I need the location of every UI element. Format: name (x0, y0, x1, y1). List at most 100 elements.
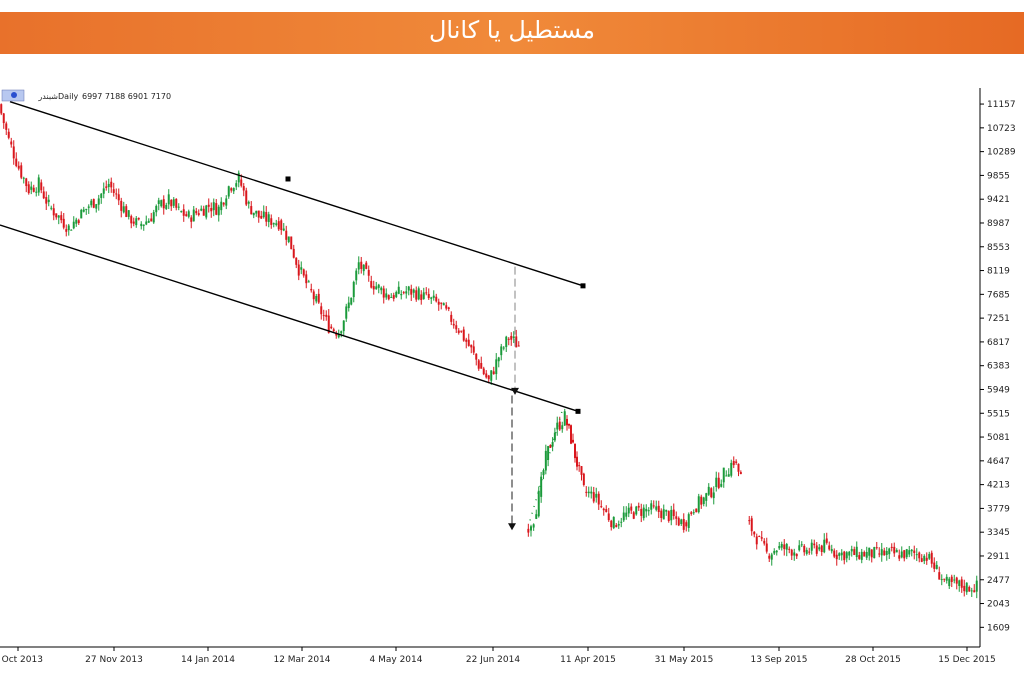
chart-marks (0, 103, 978, 599)
candle-body (225, 198, 228, 206)
candle-body (808, 551, 811, 553)
line-handle[interactable] (580, 283, 586, 289)
candle-body (65, 229, 68, 232)
candle-body (697, 496, 700, 513)
candle-body (467, 339, 470, 346)
line-handle[interactable] (285, 176, 291, 182)
candle-body (310, 288, 313, 291)
candle-body (305, 274, 308, 284)
candle-body (928, 554, 931, 559)
candle-body (270, 218, 273, 225)
candle-body (67, 225, 70, 231)
candle-body (910, 549, 913, 552)
candle-body (402, 292, 405, 294)
candle-body (482, 368, 485, 375)
candle-body (465, 339, 468, 342)
candle-body (437, 301, 440, 305)
candle-body (615, 525, 618, 528)
candle-body (220, 201, 223, 211)
candle-body (222, 202, 225, 205)
header-symbol: شبندر (37, 92, 58, 101)
candle-body (715, 477, 718, 487)
candle-body (152, 212, 155, 223)
candle-body (0, 104, 3, 114)
candle-body (457, 330, 460, 333)
candle-body (477, 360, 480, 369)
candle-body (495, 359, 498, 375)
candle-body (242, 186, 245, 191)
candle-body (25, 178, 28, 187)
candle-body (695, 508, 698, 513)
candle-body (112, 189, 115, 193)
candle-body (475, 353, 478, 360)
candle-body (768, 555, 771, 559)
candle-body (590, 491, 593, 494)
candle-body (217, 206, 220, 216)
candle-body (455, 325, 458, 330)
x-tick-label: 31 May 2015 (655, 655, 714, 665)
candle-body (200, 208, 203, 211)
candle-body (875, 547, 878, 549)
candle-body (267, 214, 270, 223)
candle-body (610, 520, 613, 528)
x-tick-label: 2 Oct 2013 (0, 655, 43, 665)
candle-body (813, 543, 816, 546)
y-tick-label: 3779 (987, 504, 1010, 514)
candle-body (127, 210, 130, 217)
banner-title: مستطیل یا کانال (428, 16, 596, 44)
y-tick-label: 9421 (987, 195, 1010, 205)
y-tick-label: 1609 (987, 623, 1010, 633)
candle-body (700, 496, 703, 505)
candle-body (549, 444, 552, 448)
x-tick-label: 4 May 2014 (370, 655, 423, 665)
arrow-head (511, 387, 519, 395)
candle-body (612, 516, 615, 529)
candle-body (165, 204, 168, 209)
candle-body (322, 315, 325, 317)
candle-body (566, 418, 568, 426)
candle-body (865, 551, 868, 558)
candle-body (357, 262, 360, 270)
candle-body (655, 506, 658, 510)
candle-body (360, 261, 363, 269)
y-tick-label: 2043 (987, 600, 1010, 610)
candle-body (908, 550, 911, 555)
candle-body (275, 223, 278, 225)
candle-body (145, 221, 148, 225)
candle-body (212, 202, 215, 211)
candle-body (848, 551, 851, 556)
candle-body (250, 206, 253, 215)
candle-body (57, 215, 60, 218)
candle-body (42, 191, 45, 199)
candle-body (490, 370, 493, 381)
candle-body (620, 521, 623, 523)
candle-body (617, 524, 620, 526)
candle-body (387, 295, 390, 300)
candle-body (790, 549, 793, 556)
candle-body (130, 216, 133, 224)
candle-body (257, 210, 260, 218)
candle-body (840, 552, 843, 556)
candle-body (712, 492, 715, 499)
channel-line[interactable] (9, 101, 584, 287)
candle-body (657, 505, 660, 512)
candle-body (763, 540, 766, 544)
y-tick-label: 9855 (987, 171, 1010, 181)
channel-line[interactable] (0, 224, 579, 413)
y-tick-label: 2911 (987, 552, 1010, 562)
candle-body (450, 314, 453, 322)
candle-body (680, 519, 683, 524)
candle-body (710, 488, 713, 498)
candle-body (50, 207, 53, 209)
candle-body (237, 172, 240, 183)
candle-body (945, 576, 948, 581)
line-handle[interactable] (575, 408, 581, 414)
candle-body (260, 215, 263, 219)
candle-body (578, 465, 581, 467)
y-tick-label: 5949 (987, 385, 1010, 395)
candle-body (430, 297, 433, 299)
y-tick-label: 6383 (987, 362, 1010, 372)
candle-body (535, 514, 538, 519)
candle-body (607, 513, 610, 521)
candle-body (415, 290, 418, 300)
